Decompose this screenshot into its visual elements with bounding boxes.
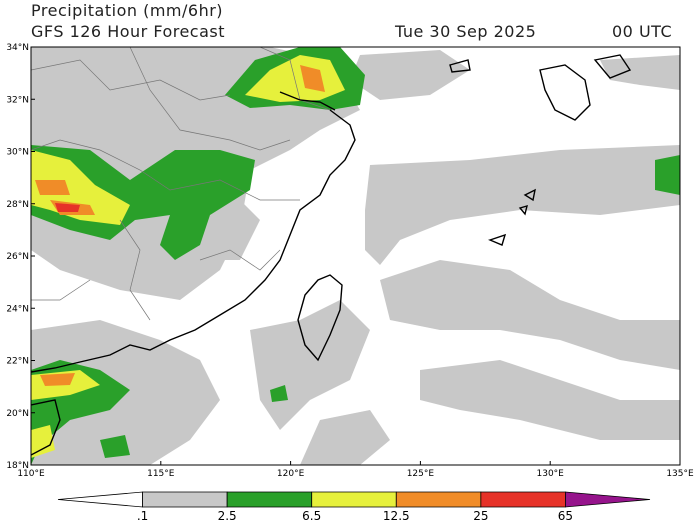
date: Tue 30 Sep 2025 <box>394 22 536 41</box>
lon-label: 135°E <box>666 469 694 479</box>
colorbar-segment <box>565 491 651 508</box>
lat-label: 32°N <box>6 95 29 105</box>
colorbar-segment <box>395 491 482 508</box>
colorbar: .1 2.5 6.5 12.5 25 65 <box>57 491 651 523</box>
colorbar-segment <box>311 491 397 508</box>
lat-label: 22°N <box>6 357 29 367</box>
lat-label: 28°N <box>6 200 29 210</box>
lat-label: 18°N <box>6 461 29 471</box>
lat-label: 30°N <box>6 148 29 158</box>
lat-label: 34°N <box>6 43 29 53</box>
colorbar-label: 2.5 <box>218 509 237 523</box>
colorbar-label: 25 <box>473 509 488 523</box>
lat-label: 24°N <box>6 304 29 314</box>
colorbar-label: 65 <box>558 509 573 523</box>
coastline <box>31 54 632 456</box>
lat-label: 20°N <box>6 409 29 419</box>
lon-label: 130°E <box>537 469 565 479</box>
subtitle: GFS 126 Hour Forecast <box>31 22 225 41</box>
lon-label: 120°E <box>277 469 305 479</box>
province-borders <box>31 47 331 321</box>
lon-label: 115°E <box>147 469 175 479</box>
colorbar-segment <box>57 491 143 508</box>
precip-heavy <box>31 55 345 458</box>
time: 00 UTC <box>612 22 672 41</box>
map <box>31 47 680 465</box>
lon-label: 125°E <box>407 469 435 479</box>
colorbar-label: .1 <box>137 509 148 523</box>
colorbar-segment <box>226 491 313 508</box>
colorbar-segment <box>142 491 228 508</box>
colorbar-segment <box>480 491 566 508</box>
title: Precipitation (mm/6hr) <box>31 1 223 20</box>
colorbar-label: 12.5 <box>383 509 410 523</box>
lon-label: 110°E <box>17 469 45 479</box>
colorbar-label: 6.5 <box>302 509 321 523</box>
lat-label: 26°N <box>6 252 29 262</box>
